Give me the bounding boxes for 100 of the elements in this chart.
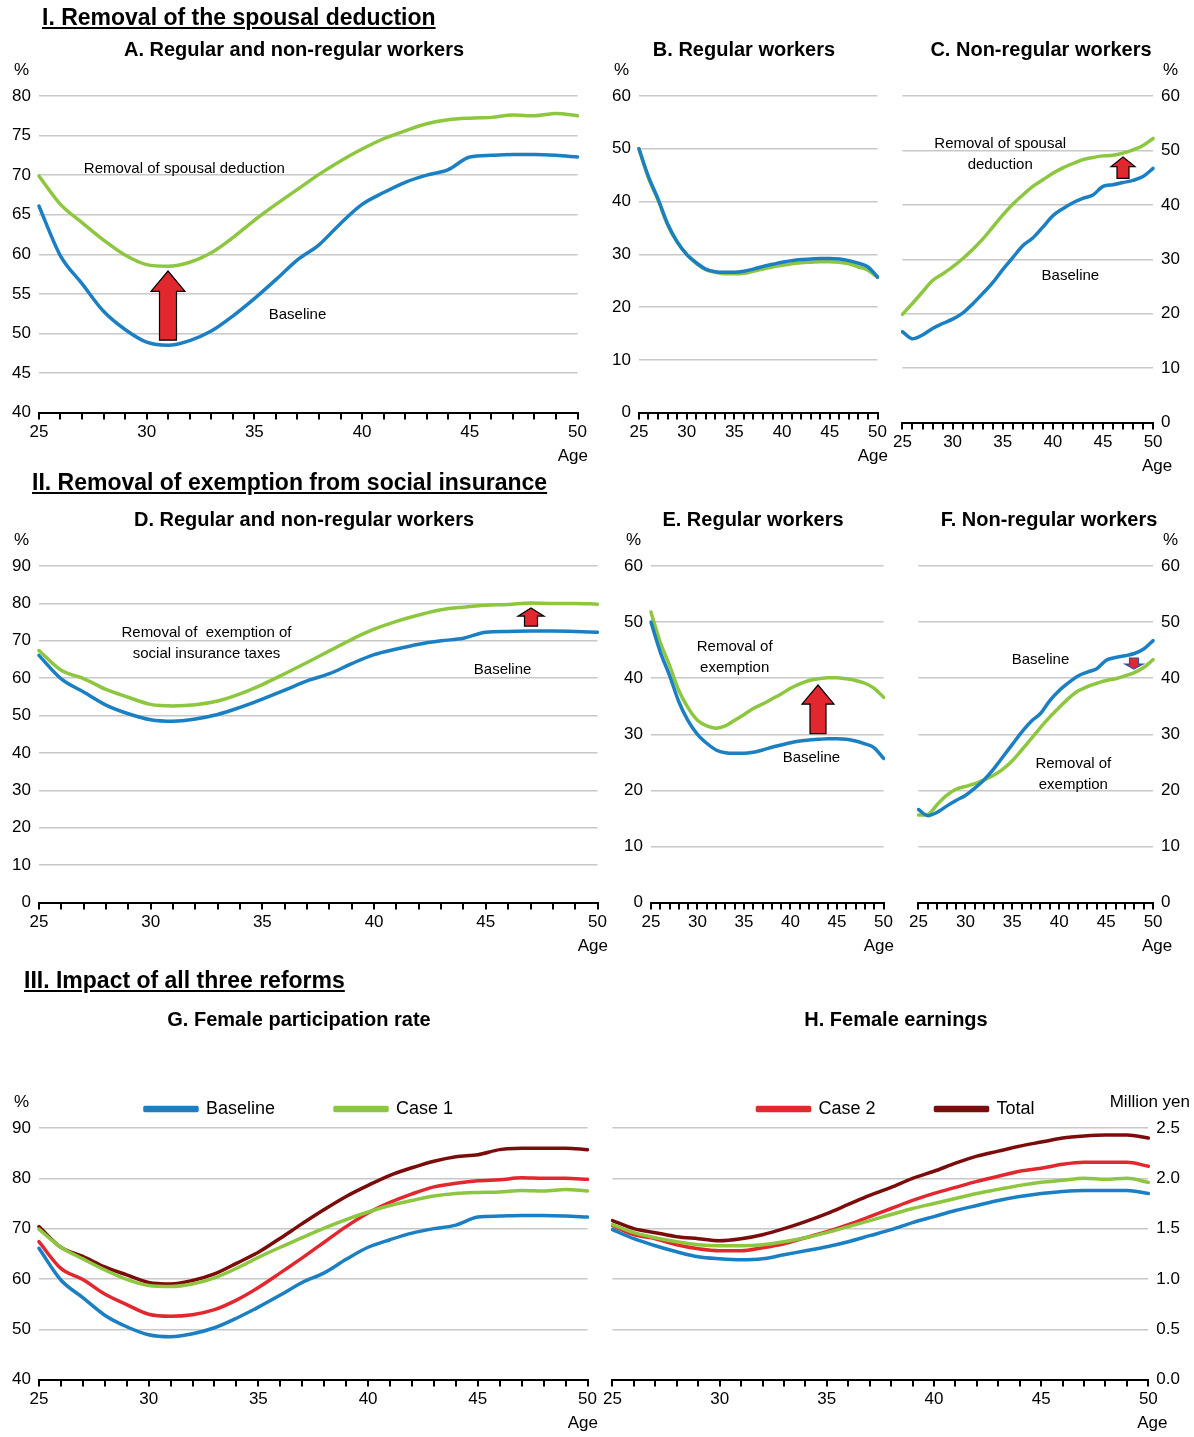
x-tick-label: 50 [578, 1389, 598, 1409]
x-axis-title: Age [567, 1413, 598, 1433]
y-tick-label: 65 [11, 204, 31, 224]
y2-tick-label: 0.0 [1156, 1369, 1181, 1389]
y-tick-label: 60 [623, 555, 643, 575]
y-tick-label: 90 [11, 1117, 31, 1137]
y-tick-label: 0 [633, 892, 643, 912]
y2-tick-label: 30 [1161, 723, 1181, 743]
line-series [37, 1176, 590, 1318]
x-tick-label: 35 [993, 432, 1013, 452]
legend-label: Total [996, 1097, 1035, 1118]
y-tick-label: 0 [621, 402, 631, 422]
x-axis-title: Age [557, 446, 588, 466]
y-tick-label: 80 [11, 85, 31, 105]
x-tick-label: 45 [1093, 432, 1113, 452]
y-tick-label: 50 [11, 1318, 31, 1338]
x-tick-label: 40 [364, 912, 384, 932]
x-tick-label: 30 [710, 1389, 730, 1409]
y2-tick-label: 40 [1161, 194, 1181, 214]
line-series [37, 1187, 590, 1289]
y2-tick-label: 0 [1161, 892, 1171, 912]
y-tick-label: 0 [21, 892, 31, 912]
x-tick-label: 35 [248, 1389, 268, 1409]
x-tick-label: 40 [772, 422, 792, 442]
x-tick-label: 40 [781, 912, 800, 932]
chart-title: C. Non-regular workers [930, 37, 1152, 60]
x-axis-title: Age [1137, 1413, 1168, 1433]
y-tick-label: 70 [11, 1218, 31, 1238]
y2-tick-label: 10 [1161, 357, 1181, 377]
line-series [37, 111, 580, 268]
y2-tick-label: 0.5 [1156, 1318, 1181, 1338]
chart-title: F. Non-regular workers [940, 507, 1158, 530]
x-tick-label: 25 [641, 912, 661, 932]
series-label: Removal of spousal deduction [83, 158, 285, 176]
chart-title: H. Female earnings [804, 1007, 988, 1030]
legend-label: Baseline [205, 1097, 276, 1118]
y-axis-title: % [613, 59, 630, 79]
y2-tick-label: 0 [1161, 412, 1171, 432]
y2-axis-title: % [1162, 59, 1179, 79]
y-tick-label: 75 [11, 125, 31, 145]
legend-label: Case 1 [396, 1097, 454, 1118]
series-label: Removal of exemption of social insurance taxes [121, 623, 293, 662]
x-tick-label: 25 [892, 432, 912, 452]
y2-tick-label: 10 [1161, 836, 1181, 856]
x-axis-title: Age [1141, 456, 1173, 476]
x-tick-label: 50 [568, 422, 588, 442]
y-tick-label: 30 [611, 243, 631, 263]
x-tick-label: 50 [1143, 432, 1163, 452]
y-tick-label: 40 [623, 667, 643, 687]
x-tick-label: 45 [468, 1389, 488, 1409]
x-tick-label: 50 [868, 422, 888, 442]
y-tick-label: 70 [11, 164, 31, 184]
y-tick-label: 50 [11, 705, 31, 725]
line-series [649, 610, 886, 730]
y-tick-label: 80 [11, 1168, 31, 1188]
y2-tick-label: 20 [1161, 780, 1181, 800]
text: I. Removal of the spousal deduction [42, 4, 436, 31]
line-series [610, 1188, 1151, 1262]
x-tick-label: 45 [820, 422, 840, 442]
x-tick-label: 25 [29, 1389, 49, 1409]
y-tick-label: 70 [11, 630, 31, 650]
x-tick-label: 30 [141, 912, 161, 932]
x-tick-label: 25 [29, 422, 49, 442]
line-series [649, 620, 886, 761]
x-tick-label: 25 [602, 1389, 622, 1409]
x-tick-label: 50 [874, 912, 894, 932]
x-tick-label: 45 [827, 912, 847, 932]
x-axis-title: Age [863, 936, 894, 956]
line-series [37, 601, 600, 708]
x-axis-title: Age [577, 936, 608, 956]
y-axis-title: % [13, 59, 30, 79]
x-tick-label: 25 [629, 422, 649, 442]
line-series [610, 1133, 1151, 1243]
text: III. Impact of all three reforms [24, 967, 345, 994]
y-tick-label: 60 [11, 1268, 31, 1288]
y2-tick-label: 40 [1161, 667, 1181, 687]
x-tick-label: 50 [1138, 1389, 1158, 1409]
legend-label: Case 2 [818, 1097, 876, 1118]
y-tick-label: 45 [11, 362, 31, 382]
y-tick-label: 10 [11, 854, 31, 874]
y-tick-label: 20 [623, 780, 643, 800]
line-series [37, 1213, 590, 1339]
line-series [37, 1146, 590, 1286]
text: II. Removal of exemption from social insurance [32, 469, 548, 496]
y-tick-label: 50 [623, 611, 643, 631]
x-tick-label: 35 [817, 1389, 837, 1409]
y2-axis-title: Million yen [1109, 1091, 1190, 1111]
y-tick-label: 50 [11, 323, 31, 343]
series-label: Baseline [1041, 265, 1100, 283]
y-tick-label: 10 [623, 836, 643, 856]
x-tick-label: 25 [29, 912, 49, 932]
line-series [610, 1176, 1151, 1248]
y-tick-label: 60 [611, 85, 631, 105]
y2-tick-label: 20 [1161, 303, 1181, 323]
x-tick-label: 30 [677, 422, 697, 442]
x-tick-label: 35 [252, 912, 272, 932]
chart-title: E. Regular workers [662, 507, 844, 530]
x-tick-label: 45 [1031, 1389, 1051, 1409]
y-axis-title: % [13, 529, 30, 549]
x-tick-label: 50 [588, 912, 608, 932]
